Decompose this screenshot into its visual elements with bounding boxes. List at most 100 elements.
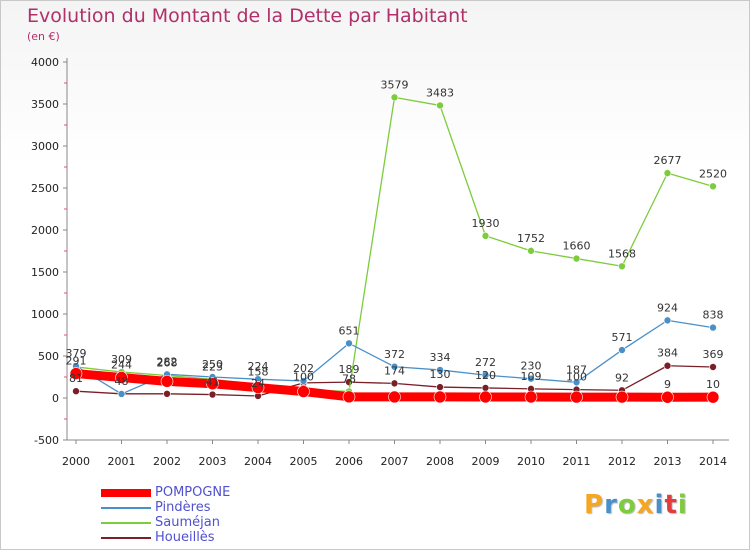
data-label: 41 <box>206 376 220 389</box>
data-point <box>572 254 581 263</box>
data-point <box>709 363 717 371</box>
data-point <box>206 377 219 391</box>
x-tick-label: 2005 <box>290 455 318 468</box>
data-point <box>436 101 444 110</box>
data-point <box>72 387 80 395</box>
data-point <box>663 316 672 325</box>
data-label: 223 <box>202 360 223 373</box>
data-label: 291 <box>66 355 87 368</box>
y-tick-label: -500 <box>34 434 59 447</box>
data-label: 268 <box>157 356 178 369</box>
legend-item: Sauméjan <box>101 515 230 530</box>
data-point <box>709 323 717 332</box>
y-tick-label: 2500 <box>31 182 59 195</box>
data-label: 571 <box>612 331 633 344</box>
data-point <box>433 390 447 404</box>
data-label: 100 <box>293 371 314 384</box>
data-label: 369 <box>703 348 724 361</box>
data-label: 379 <box>66 347 87 360</box>
data-point <box>69 367 83 380</box>
data-label: 189 <box>339 363 360 376</box>
data-label: 1752 <box>517 232 545 245</box>
data-point <box>390 379 399 388</box>
data-label: 9 <box>664 378 671 391</box>
data-label: 92 <box>615 371 629 384</box>
data-point <box>345 339 353 348</box>
data-point <box>481 384 490 392</box>
data-label: 282 <box>157 355 178 368</box>
data-point <box>663 361 672 370</box>
x-tick-label: 2002 <box>153 455 181 468</box>
x-tick-label: 2003 <box>199 455 227 468</box>
data-label: 48 <box>115 375 129 388</box>
data-point <box>527 374 535 383</box>
data-label: 924 <box>657 301 678 314</box>
data-point <box>663 169 672 177</box>
data-point <box>572 378 581 387</box>
data-point <box>163 389 171 398</box>
data-label: 334 <box>430 351 451 364</box>
data-point <box>709 182 717 191</box>
legend: POMPOGNE Pindères Sauméjan Houeillès <box>101 485 230 545</box>
chart-title: Evolution du Montant de la Dette par Hab… <box>27 5 468 27</box>
data-point <box>160 375 174 388</box>
y-tick-label: 3000 <box>31 140 59 153</box>
data-label: 250 <box>202 358 223 371</box>
proxiti-logo: Proxiti <box>584 490 688 520</box>
data-point <box>618 346 626 354</box>
legend-swatch <box>101 488 151 497</box>
data-label: 309 <box>111 353 132 366</box>
legend-label: Pindères <box>155 500 211 515</box>
x-tick-label: 2007 <box>381 455 409 468</box>
legend-label: Sauméjan <box>155 515 220 530</box>
data-label: 109 <box>521 370 542 383</box>
x-tick-label: 2008 <box>426 455 454 468</box>
x-tick-label: 2012 <box>608 455 636 468</box>
y-tick-label: 3500 <box>31 98 59 111</box>
x-tick-label: 2001 <box>108 455 136 468</box>
data-point <box>615 390 629 404</box>
data-label: 10 <box>706 378 720 391</box>
y-tick-label: 0 <box>52 392 59 405</box>
y-tick-label: 2000 <box>31 224 59 237</box>
data-label: 1660 <box>563 240 591 253</box>
data-label: 100 <box>566 371 587 384</box>
data-point <box>115 371 128 384</box>
x-tick-label: 2004 <box>244 455 272 468</box>
legend-swatch <box>101 506 151 509</box>
data-label: 838 <box>703 309 724 322</box>
y-tick-label: 500 <box>38 350 59 363</box>
data-point <box>706 390 720 404</box>
legend-swatch <box>101 536 151 539</box>
data-label: 651 <box>339 324 360 337</box>
data-label: 130 <box>430 368 451 381</box>
data-point <box>251 381 265 394</box>
data-point <box>297 385 310 398</box>
data-point <box>618 262 626 271</box>
legend-item: Pindères <box>101 500 230 515</box>
legend-swatch <box>101 521 151 524</box>
data-point <box>570 390 583 404</box>
data-label: 81 <box>69 372 83 385</box>
data-point <box>481 232 490 240</box>
x-tick-label: 2010 <box>517 455 545 468</box>
data-label: 244 <box>111 359 132 372</box>
data-label: 372 <box>384 348 405 361</box>
data-point <box>388 390 401 404</box>
x-tick-label: 2011 <box>563 455 591 468</box>
data-label: 120 <box>475 369 496 382</box>
x-tick-label: 2009 <box>472 455 500 468</box>
x-tick-label: 2006 <box>335 455 363 468</box>
data-label: 187 <box>566 363 587 376</box>
data-label: 2677 <box>654 154 682 167</box>
data-label: 24 <box>251 377 265 390</box>
legend-label: POMPOGNE <box>155 485 231 500</box>
data-label: 78 <box>342 372 356 385</box>
data-label: 1930 <box>472 217 500 230</box>
data-label: 3483 <box>426 86 454 99</box>
data-label: 2520 <box>699 167 727 180</box>
data-point <box>481 371 490 379</box>
data-label: 224 <box>248 360 269 373</box>
